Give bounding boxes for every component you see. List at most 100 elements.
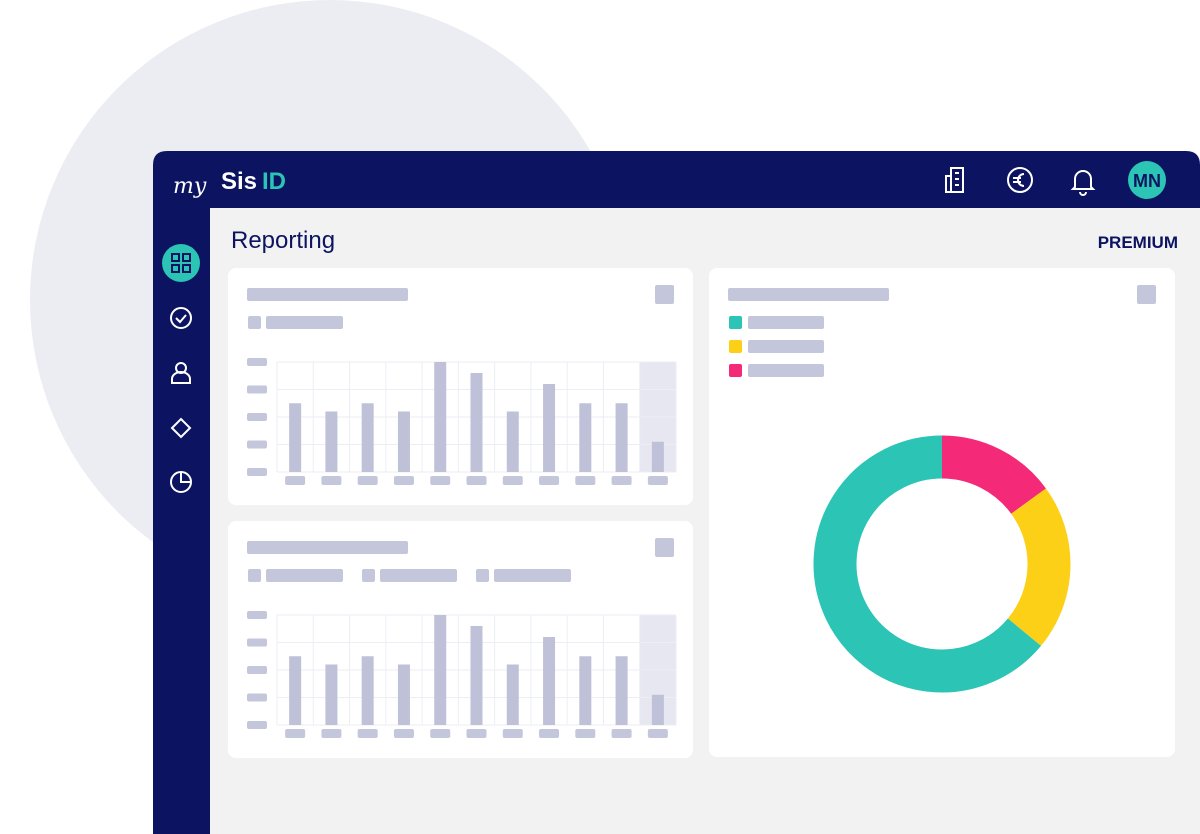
nav-check[interactable] [170,307,192,329]
sidebar [162,244,200,493]
donut-segment [941,435,1046,515]
bar [434,362,447,472]
placeholder [266,569,343,582]
y-tick-placeholder [247,468,267,476]
card [709,268,1175,757]
menu-button[interactable] [655,538,674,557]
placeholder [247,288,408,301]
plan-badge: PREMIUM [1098,233,1178,252]
logo-prefix: my [173,174,207,199]
nav-tickets[interactable] [170,417,192,439]
placeholder [362,569,375,582]
placeholder [321,729,342,738]
y-tick-placeholder [247,721,267,729]
nav-reports[interactable] [170,471,192,493]
placeholder [728,288,889,301]
bar [506,664,519,725]
avatar[interactable] [1128,161,1166,199]
bar [543,384,556,472]
placeholder [647,476,668,485]
placeholder [502,729,523,738]
y-tick-placeholder [247,440,267,449]
placeholder [494,569,571,582]
page-title: Reporting [231,227,335,254]
notifications-icon[interactable] [1070,170,1096,196]
placeholder [539,476,560,485]
nav-users[interactable] [171,362,191,384]
bar [506,411,519,472]
placeholder [380,569,457,582]
bar [289,403,302,472]
placeholder [502,476,523,485]
legend-swatch [729,316,742,329]
bar [397,664,410,725]
placeholder [647,729,668,738]
y-tick-placeholder [247,413,267,421]
placeholder [248,569,261,582]
bar [651,441,664,472]
y-tick-placeholder [247,693,267,702]
placeholder [748,316,824,329]
placeholder [748,364,824,377]
placeholder [393,729,414,738]
placeholder [611,476,632,485]
placeholder [321,476,342,485]
y-tick-placeholder [247,358,267,366]
bar [361,403,374,472]
bar [289,656,302,725]
bar [397,411,410,472]
placeholder [285,729,306,738]
cards [228,268,1175,758]
placeholder [285,476,306,485]
legend-swatch [729,364,742,377]
placeholder [539,729,560,738]
avatar-initials: MN [1133,171,1161,191]
logo-main: Sis [221,168,257,195]
placeholder [248,316,261,329]
placeholder [357,729,378,738]
placeholder [247,541,408,554]
top-icons [945,167,1096,196]
bar [615,656,628,725]
placeholder [466,729,487,738]
y-tick-placeholder [247,666,267,674]
card [228,521,693,758]
donut-segment [813,435,1041,693]
bar [651,694,664,725]
placeholder [748,340,824,353]
placeholder [430,476,451,485]
y-tick-placeholder [247,638,267,647]
placeholder [575,729,596,738]
placeholder [611,729,632,738]
y-tick-placeholder [247,385,267,394]
building-icon[interactable] [945,167,964,193]
placeholder [476,569,489,582]
bar [325,664,338,725]
billing-icon[interactable] [1007,167,1033,193]
bar [579,656,592,725]
menu-button[interactable] [655,285,674,304]
bar [615,403,628,472]
menu-button[interactable] [1137,285,1156,304]
placeholder [430,729,451,738]
bar [470,373,483,472]
bar [470,626,483,725]
placeholder [266,316,343,329]
bar [434,615,447,725]
placeholder [357,476,378,485]
placeholder [575,476,596,485]
donut-segment [1007,488,1071,646]
bar [325,411,338,472]
y-tick-placeholder [247,611,267,619]
legend-swatch [729,340,742,353]
logo-accent: ID [262,168,286,195]
bar [579,403,592,472]
placeholder [393,476,414,485]
bar [543,637,556,725]
bar [361,656,374,725]
card [228,268,693,505]
placeholder [466,476,487,485]
nav-dashboard[interactable] [162,244,200,282]
